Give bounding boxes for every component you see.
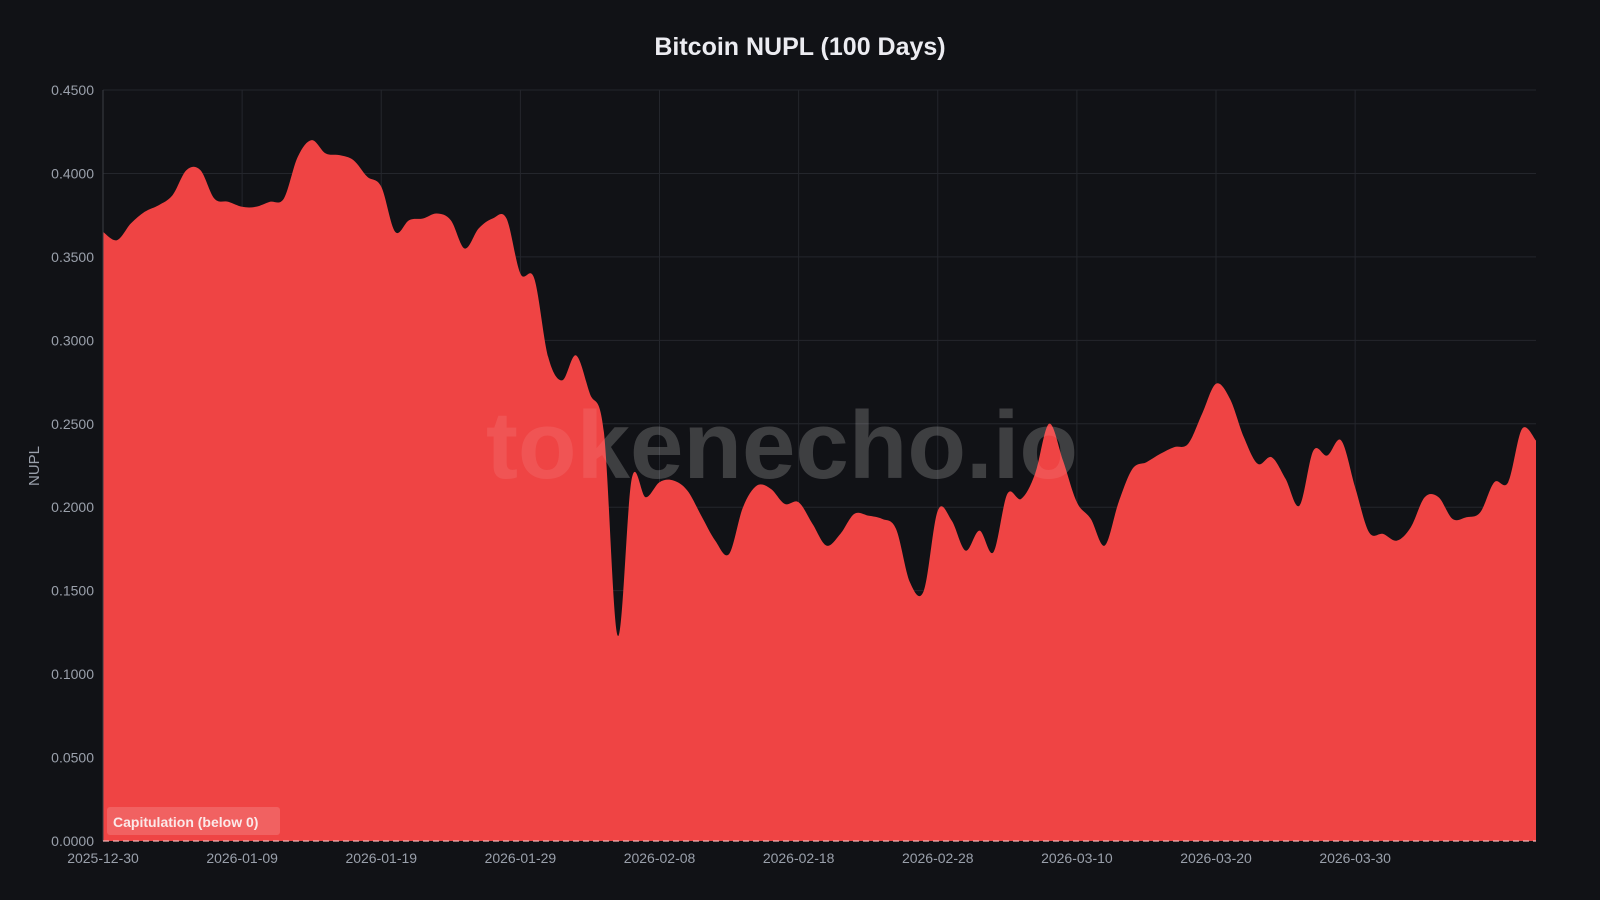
y-tick-label: 0.2000 bbox=[51, 499, 94, 515]
x-tick-label: 2026-02-28 bbox=[902, 850, 974, 866]
y-tick-label: 0.2500 bbox=[51, 416, 94, 432]
x-tick-label: 2026-03-10 bbox=[1041, 850, 1113, 866]
x-tick-label: 2026-03-20 bbox=[1180, 850, 1252, 866]
x-tick-label: 2026-01-09 bbox=[206, 850, 278, 866]
x-axis-ticks: 2025-12-30 2026-01-09 2026-01-19 2026-01-29… bbox=[67, 850, 1391, 866]
nupl-area-series[interactable] bbox=[103, 140, 1536, 842]
x-tick-label: 2025-12-30 bbox=[67, 850, 139, 866]
x-tick-label: 2026-02-08 bbox=[624, 850, 696, 866]
x-tick-label: 2026-03-30 bbox=[1319, 850, 1391, 866]
y-tick-label: 0.3000 bbox=[51, 332, 94, 348]
y-tick-label: 0.3500 bbox=[51, 249, 94, 265]
y-tick-label: 0.0500 bbox=[51, 750, 94, 766]
x-tick-label: 2026-01-29 bbox=[485, 850, 557, 866]
y-axis-ticks: 0.0000 0.0500 0.1000 0.1500 0.2000 0.2500 0.30… bbox=[51, 82, 94, 849]
capitulation-badge bbox=[107, 807, 280, 835]
capitulation-label: Capitulation (below 0) bbox=[113, 814, 258, 830]
y-tick-label: 0.4000 bbox=[51, 165, 94, 181]
y-tick-label: 0.0000 bbox=[51, 833, 94, 849]
y-tick-label: 0.4500 bbox=[51, 82, 94, 98]
x-tick-label: 2026-01-19 bbox=[345, 850, 417, 866]
chart-title: Bitcoin NUPL (100 Days) bbox=[654, 33, 946, 61]
x-tick-label: 2026-02-18 bbox=[763, 850, 835, 866]
y-tick-label: 0.1000 bbox=[51, 666, 94, 682]
y-tick-label: 0.1500 bbox=[51, 583, 94, 599]
y-axis-label: NUPL bbox=[26, 446, 43, 486]
watermark-overlay: tokenecho.io bbox=[486, 392, 1078, 499]
